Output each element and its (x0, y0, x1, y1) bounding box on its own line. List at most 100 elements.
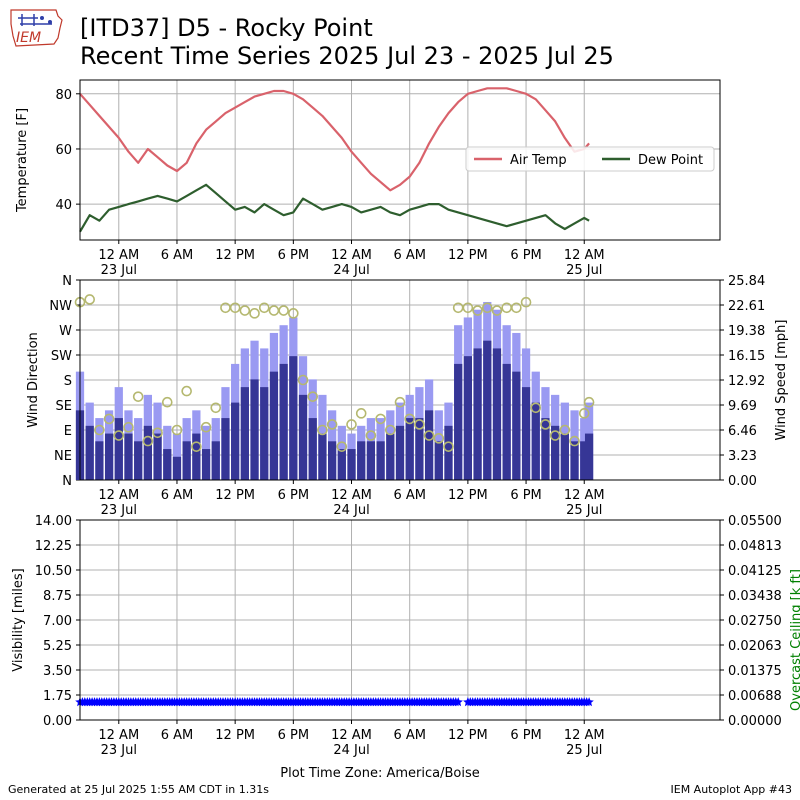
direction-point (181, 385, 192, 397)
direction-point (123, 421, 134, 433)
x-tick-label: 12 AM (98, 248, 139, 263)
y-tick-label-right: 6.46 (728, 424, 757, 439)
speed-bar (521, 387, 531, 480)
speed-bar (231, 402, 240, 480)
speed-bar (153, 433, 162, 480)
direction-point (540, 419, 551, 430)
direction-point (433, 433, 445, 444)
speed-bar (415, 418, 424, 480)
direction-point (278, 305, 289, 316)
title-line-1: [ITD37] D5 - Rocky Point (80, 14, 373, 42)
direction-point (559, 424, 571, 436)
y-tick-label-right: 19.38 (728, 324, 765, 339)
y-tick-label: NW (49, 299, 72, 314)
direction-point (472, 305, 483, 316)
y-tick-label: E (64, 424, 72, 439)
y-tick-label: 40 (55, 198, 72, 213)
x-tick-label: 6 PM (278, 488, 309, 503)
speed-bar (182, 441, 191, 480)
speed-bar (580, 441, 589, 480)
speed-bar (143, 425, 152, 480)
x-tick-label: 24 Jul (333, 263, 369, 278)
direction-point (210, 402, 222, 414)
speed-bar (124, 433, 133, 480)
speed-bar (560, 433, 569, 480)
direction-point (249, 308, 260, 319)
y-tick-label: 10.50 (35, 564, 72, 579)
y-axis-label-right: Overcast Ceiling [k ft] (789, 569, 800, 711)
x-tick-label: 6 AM (161, 728, 194, 743)
y-tick-label: 60 (55, 143, 72, 158)
y-tick-label: 5.25 (43, 639, 72, 654)
y-axis-label-left: Visibility [miles] (11, 568, 26, 671)
y-tick-label-right: 25.84 (728, 274, 765, 289)
direction-point (583, 396, 595, 408)
speed-bar (201, 449, 211, 480)
speed-bar (172, 456, 182, 480)
direction-point (414, 419, 425, 430)
x-tick-label: 6 PM (510, 248, 541, 263)
direction-point (161, 396, 173, 408)
y-tick-label: 80 (55, 88, 72, 103)
y-tick-label: N (62, 474, 72, 489)
plot-frame (79, 79, 721, 241)
y-axis-label-left: Wind Direction (26, 332, 41, 428)
speed-bar (376, 441, 385, 480)
x-tick-label: 25 Jul (566, 743, 602, 758)
x-tick-label: 12 AM (331, 488, 372, 503)
direction-point (549, 430, 561, 441)
y-tick-label-right: 0.02063 (728, 639, 782, 654)
y-tick-label: SW (51, 349, 72, 364)
y-tick-label: 14.00 (35, 514, 72, 529)
y-tick-label-right: 16.15 (728, 349, 765, 364)
x-tick-label: 6 PM (278, 728, 309, 743)
direction-point (191, 441, 202, 452)
direction-point (385, 424, 396, 436)
x-tick-label: 23 Jul (101, 503, 137, 518)
x-tick-label: 12 PM (215, 488, 255, 503)
y-tick-label: W (59, 324, 72, 339)
x-tick-label: 12 AM (331, 248, 372, 263)
iem-logo: IEM (8, 6, 64, 50)
speed-bar (541, 418, 550, 480)
speed-bar (298, 394, 308, 480)
speed-bar (473, 348, 482, 480)
direction-point (171, 424, 183, 436)
y-tick-label: 0.00 (43, 714, 72, 729)
speed-bar (337, 449, 346, 480)
speed-bar (221, 418, 230, 480)
speed-bar (260, 387, 269, 480)
speed-bar (502, 363, 511, 480)
speed-bar (85, 425, 94, 480)
generated-note: Generated at 25 Jul 2025 1:55 AM CDT in … (8, 783, 269, 796)
y-tick-label-right: 0.04125 (728, 564, 782, 579)
y-axis-label-right: Wind Speed [mph] (774, 320, 789, 441)
speed-bar (279, 363, 288, 480)
x-tick-label: 23 Jul (101, 263, 137, 278)
x-tick-label: 12 AM (564, 488, 605, 503)
x-tick-label: 6 AM (393, 488, 426, 503)
y-axis-label: Temperature [F] (15, 108, 30, 213)
y-tick-label-right: 12.92 (728, 374, 765, 389)
y-tick-label: NE (54, 449, 72, 464)
speed-bar (269, 371, 279, 480)
x-tick-label: 12 PM (448, 248, 488, 263)
speed-bar (584, 433, 594, 480)
direction-point (307, 391, 319, 402)
y-tick-label: 3.50 (43, 664, 72, 679)
speed-bar (531, 402, 540, 480)
speed-bar (134, 441, 143, 480)
x-tick-label: 25 Jul (566, 263, 602, 278)
y-tick-label-right: 0.05500 (728, 514, 782, 529)
y-tick-label-right: 22.61 (728, 299, 765, 314)
y-tick-label-right: 0.00000 (728, 714, 782, 729)
direction-point (462, 302, 474, 314)
speed-bar (289, 356, 298, 480)
speed-bar (434, 441, 443, 480)
direction-point (317, 424, 328, 436)
x-tick-label: 24 Jul (333, 743, 369, 758)
speed-bar (318, 433, 327, 480)
